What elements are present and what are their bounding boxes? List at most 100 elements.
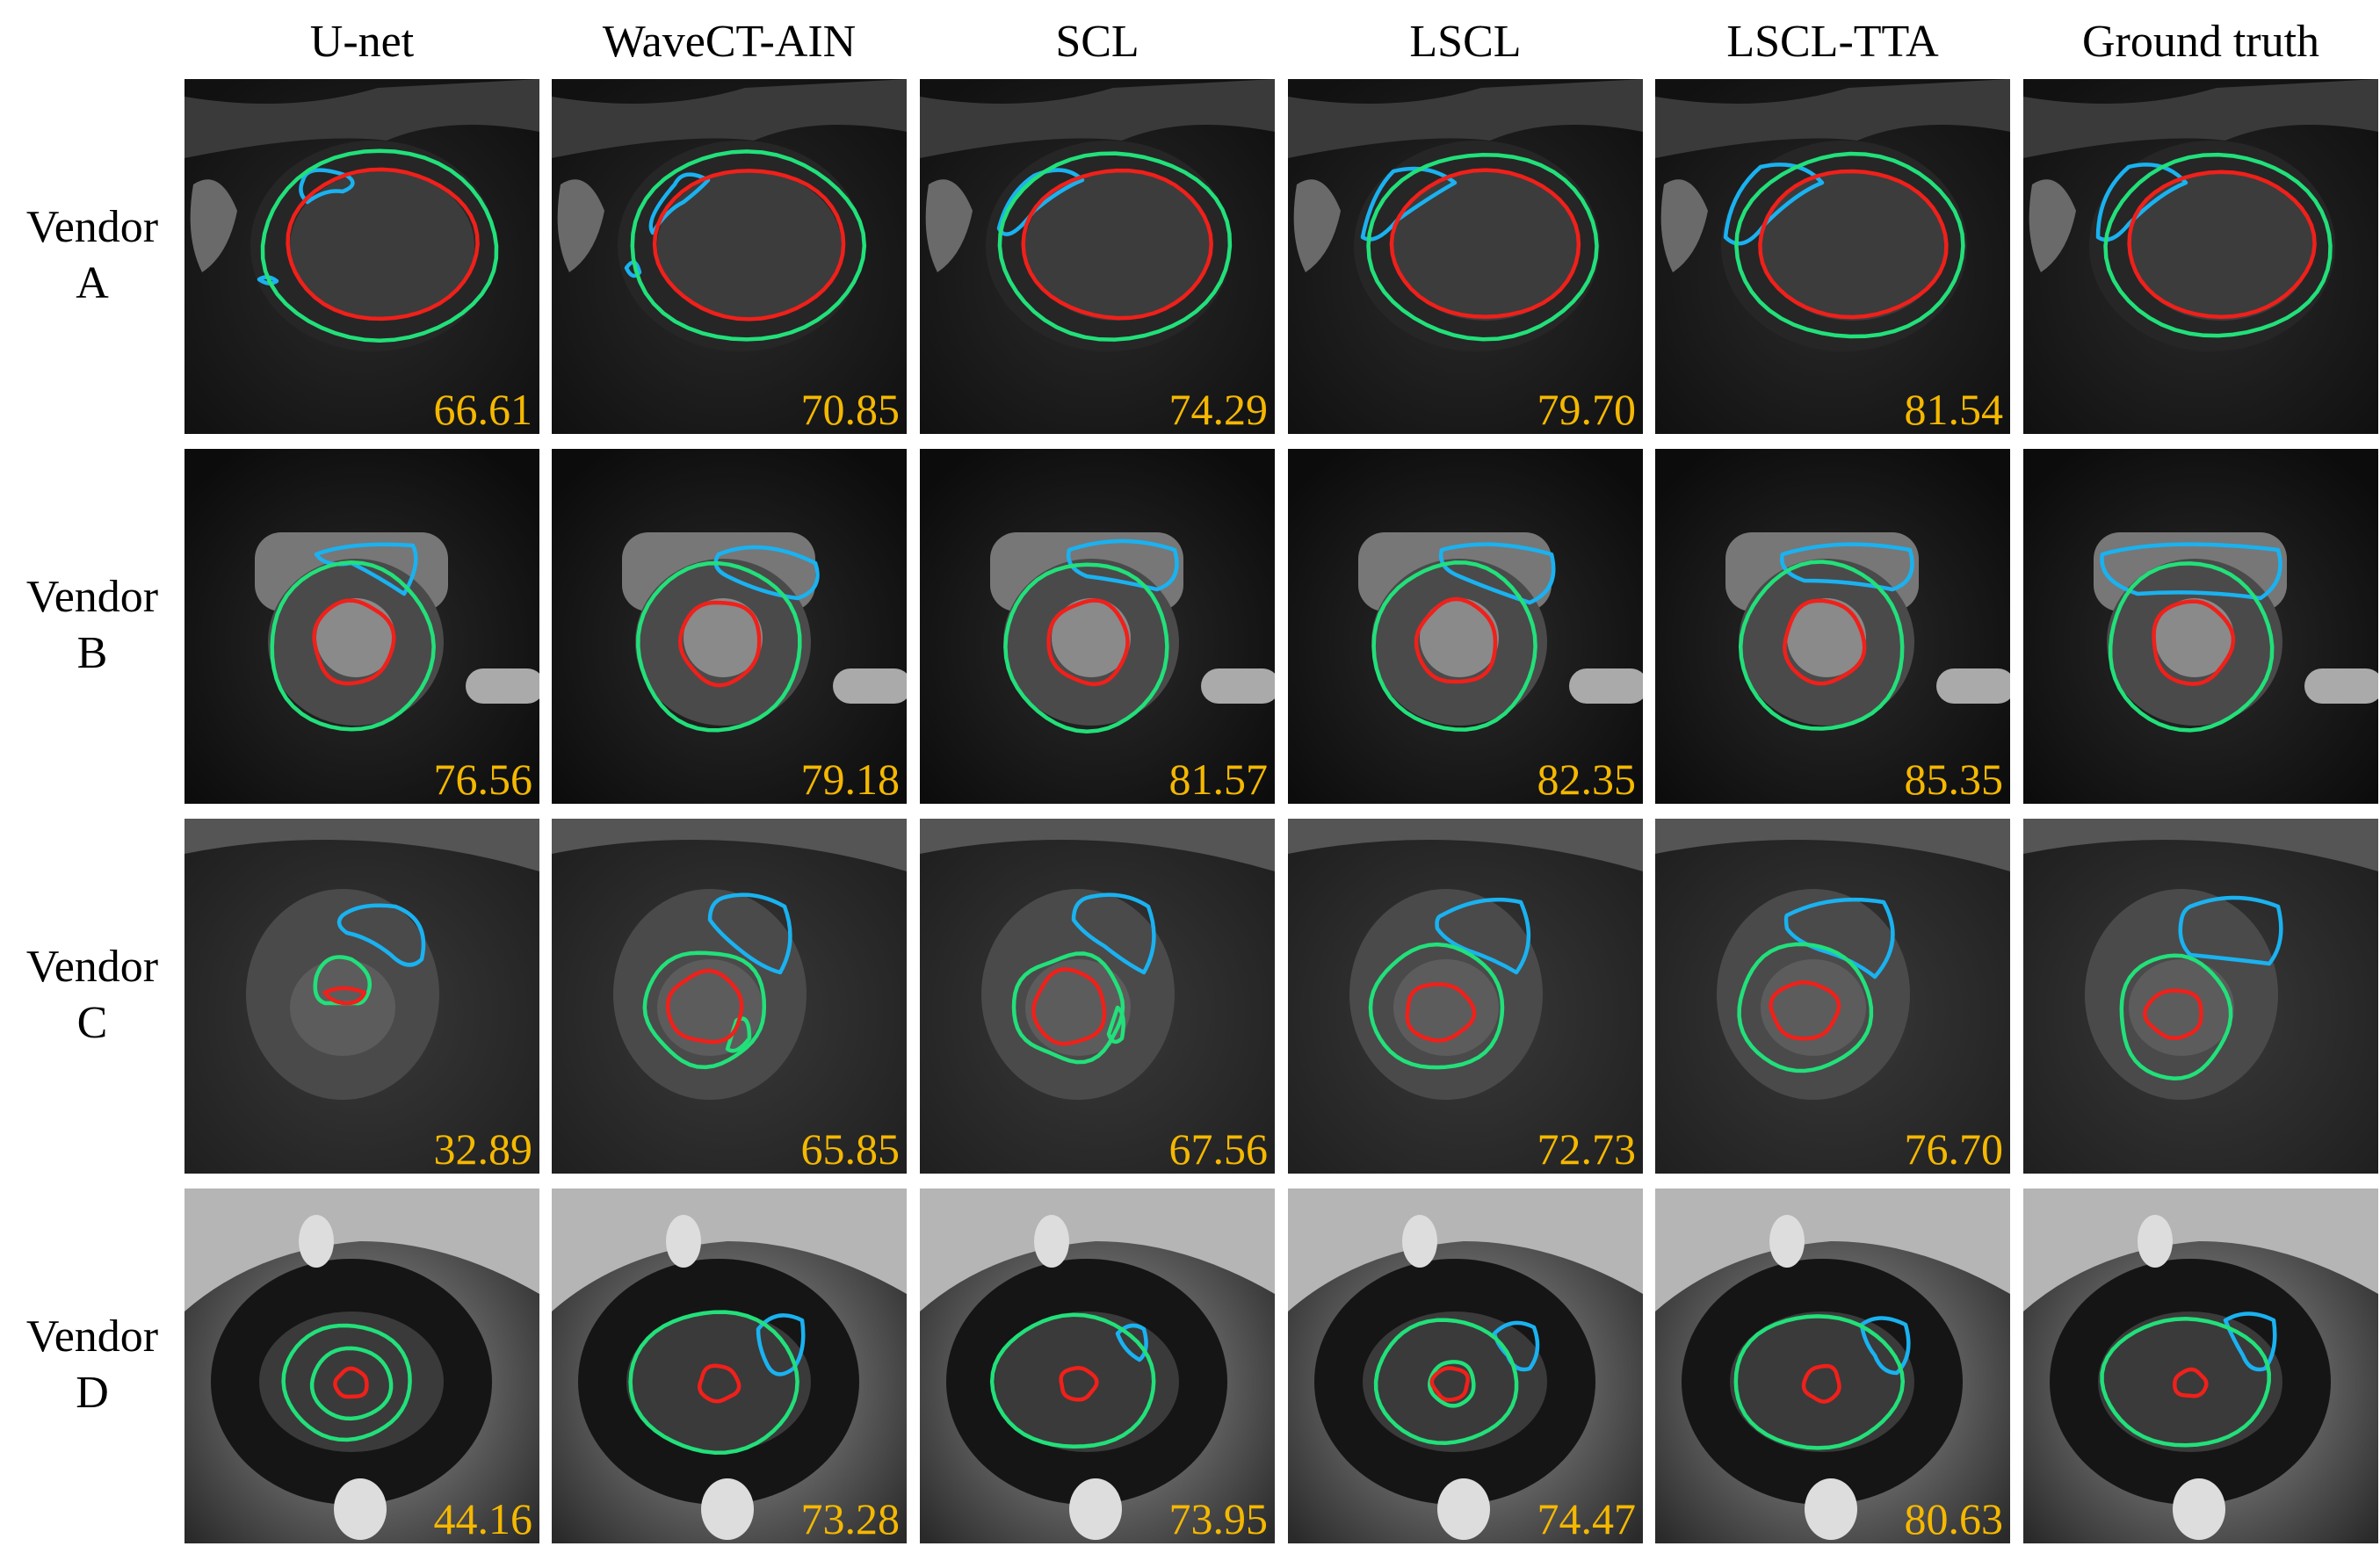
dice-score: 85.35 [1904,755,2004,804]
column-header-lscl-tta: LSCL-TTA [1726,17,1939,67]
lv-contour [286,167,480,322]
lv-contour [2127,170,2317,319]
rv-contour [648,172,711,235]
segmentation-panel: 76.56 [184,449,539,804]
anatomy-shape [290,171,474,321]
lv-contour [1783,598,1867,686]
rv-contour-fragment [257,275,279,285]
anatomy-shape [701,1478,754,1540]
lv-contour [665,968,744,1044]
anatomy-shape [190,179,237,272]
mri-slice-image [2023,819,2378,1174]
rv-contour [2178,895,2283,966]
anatomy-shape [1761,959,1866,1056]
segmentation-panel: 73.28 [552,1189,907,1543]
anatomy-shape [1288,819,1643,871]
anatomy-shape [184,79,539,158]
dice-score: 76.56 [433,755,533,804]
anatomy-shape [925,179,973,272]
rv-contour [1492,1320,1540,1372]
anatomy-shape [557,179,604,272]
myocardium-contour [997,151,1233,342]
anatomy-shape [2098,1311,2282,1452]
anatomy-shape [2023,79,2378,158]
row-label-line2: D [76,1368,109,1418]
myocardium-contour [1733,1314,1906,1450]
dice-score: 70.85 [800,385,901,434]
dice-score: 44.16 [433,1494,533,1543]
rv-contour [2095,163,2188,242]
lv-contour [1059,1366,1099,1402]
anatomy-shape [2155,598,2234,677]
dice-score: 81.57 [1168,755,1269,804]
lv-contour [333,1366,369,1399]
myocardium-contour-inner [309,1346,394,1421]
column-header-scl: SCL [1055,17,1139,67]
anatomy-shape [1393,171,1578,321]
rv-contour [1071,892,1156,975]
row-label-line1: Vendor [25,942,159,992]
row-label-line1: Vendor [25,572,159,622]
rv-contour [1780,542,1914,592]
dice-score: 80.63 [1904,1494,2004,1543]
myocardium-contour [642,950,767,1070]
row-label-line1: Vendor [25,1311,159,1362]
anatomy-shape [1761,171,1945,321]
segmentation-panel: 65.85 [552,819,907,1174]
lv-contour [2143,988,2203,1041]
myocardium-contour [2108,561,2275,733]
mri-slice-image [1655,449,2010,804]
myocardium-contour-fragment [725,1016,752,1053]
anatomy-shape [1201,668,1275,704]
mri-slice-image [2023,1189,2378,1543]
anatomy-shape [995,1311,1179,1452]
mri-slice-image [920,819,1275,1174]
anatomy-shape [1034,1215,1069,1268]
segmentation-panel [2023,1189,2378,1543]
rv-contour [1859,1316,1911,1376]
rv-contour [1783,897,1895,979]
mri-slice-image [184,1189,539,1543]
mri-slice-image [184,79,539,434]
rv-contour [1438,542,1556,605]
anatomy-shape [1025,959,1131,1056]
rv-contour [2223,1311,2277,1372]
dice-score: 74.29 [1168,385,1269,434]
segmentation-panel: 80.63 [1655,1189,2010,1543]
segmentation-panel: 67.56 [920,819,1275,1174]
anatomy-shape [920,1189,1275,1311]
dice-score: 79.18 [800,755,901,804]
anatomy-shape [2173,1478,2225,1540]
lv-contour [698,1363,741,1404]
myocardium-contour [2100,1317,2271,1448]
anatomy-shape [1437,1478,1490,1540]
anatomy-shape [259,1311,444,1452]
row-label-vendor-c: Vendor C [0,939,184,1051]
mri-slice-image [1655,819,2010,1174]
segmentation-panel: 44.16 [184,1189,539,1543]
myocardium-contour [630,149,867,342]
segmentation-panel: 76.70 [1655,819,2010,1174]
dice-score: 79.70 [1537,385,1637,434]
dice-score: 73.95 [1168,1494,1269,1543]
segmentation-panel: 85.35 [1655,449,2010,804]
myocardium-contour [2119,953,2233,1080]
row-label-line2: A [76,258,109,308]
segmentation-panel: 73.95 [920,1189,1275,1543]
myocardium-contour [1366,153,1599,342]
rv-contour [756,1313,806,1377]
lv-contour [652,169,846,322]
row-label-vendor-d: Vendor D [0,1309,184,1421]
anatomy-shape [833,668,907,704]
dice-score: 72.73 [1537,1124,1637,1174]
anatomy-shape [2304,668,2378,704]
myocardium-contour [281,1323,412,1442]
lv-contour [677,600,762,688]
mri-slice-image [552,449,907,804]
rv-contour [336,903,426,967]
dice-score: 76.70 [1904,1124,2004,1174]
lv-contour [312,598,396,686]
mri-slice-image [1288,1189,1643,1543]
mri-slice-image [184,819,539,1174]
anatomy-shape [1069,1478,1122,1540]
